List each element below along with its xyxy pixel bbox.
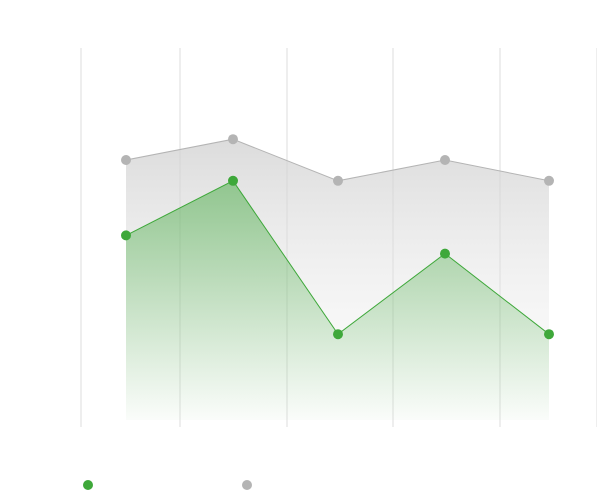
- series-2-point-4[interactable]: [440, 155, 450, 165]
- series-2-point-3[interactable]: [333, 175, 343, 186]
- series-1-area: [126, 180, 549, 420]
- series-2-point-5[interactable]: [544, 175, 554, 186]
- series-1-point-1[interactable]: [121, 230, 131, 241]
- series-1-point-4[interactable]: [440, 248, 450, 259]
- series-areas: [126, 139, 549, 420]
- legend-marker-series-2[interactable]: [242, 480, 252, 490]
- legend: [83, 480, 252, 490]
- series-1-point-5[interactable]: [544, 329, 554, 340]
- series-points: [121, 134, 554, 340]
- legend-marker-series-1[interactable]: [83, 480, 93, 490]
- series-1-point-3[interactable]: [333, 329, 343, 340]
- series-1-point-2[interactable]: [228, 175, 238, 186]
- series-2-point-1[interactable]: [121, 155, 131, 165]
- series-2-point-2[interactable]: [228, 134, 238, 145]
